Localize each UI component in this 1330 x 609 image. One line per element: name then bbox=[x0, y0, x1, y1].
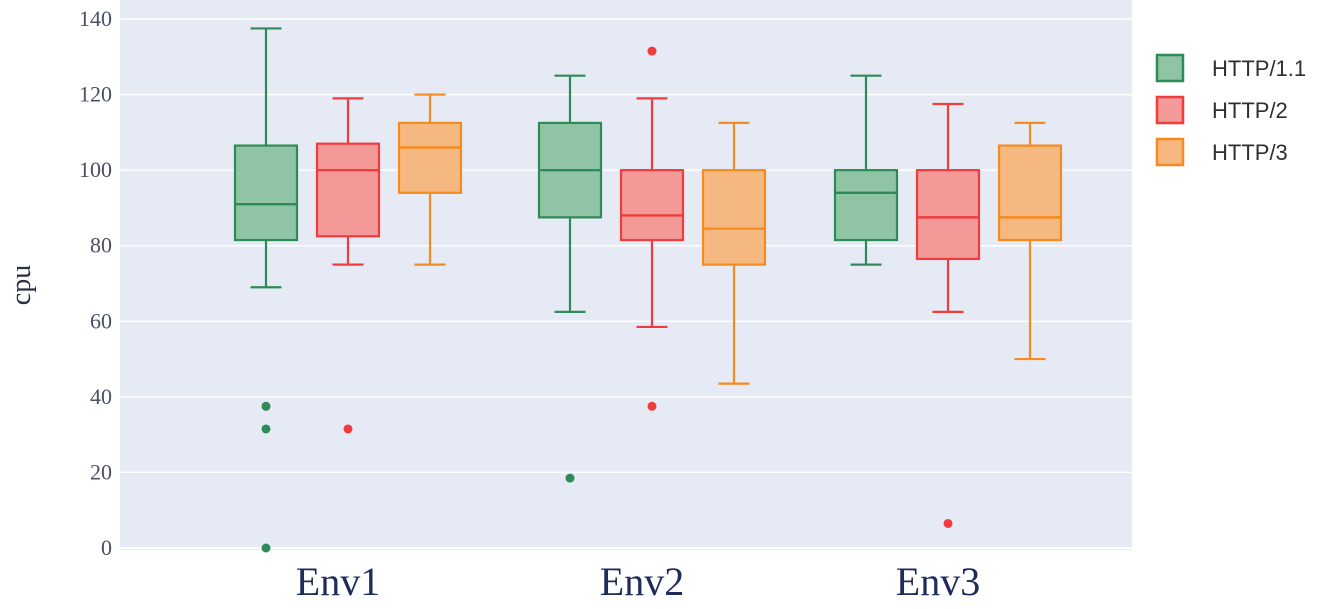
y-tick-label: 0 bbox=[101, 535, 112, 560]
box-http-1-1-env2 bbox=[537, 74, 603, 483]
legend-item-http-2[interactable]: HTTP/2 bbox=[1155, 95, 1288, 125]
box-iqr bbox=[619, 169, 685, 242]
box-iqr bbox=[915, 169, 981, 261]
outlier-point bbox=[647, 401, 657, 411]
outlier-point bbox=[647, 46, 657, 56]
y-tick-label: 40 bbox=[90, 384, 112, 409]
y-tick-label: 60 bbox=[90, 308, 112, 333]
box-http-3-env1 bbox=[397, 93, 463, 266]
plot-background bbox=[120, 0, 1132, 550]
y-tick-label: 100 bbox=[79, 157, 112, 182]
box-http-1-1-env3 bbox=[833, 74, 899, 266]
box-http-2-env2 bbox=[619, 46, 685, 411]
outlier-point bbox=[343, 424, 353, 434]
outlier-point bbox=[943, 518, 953, 528]
box-iqr bbox=[315, 142, 381, 238]
y-axis-title: cpu bbox=[6, 265, 37, 305]
outlier-point bbox=[261, 401, 271, 411]
legend-swatch bbox=[1155, 137, 1185, 167]
y-tick-label: 140 bbox=[79, 6, 112, 31]
box-iqr bbox=[701, 169, 767, 266]
box-iqr bbox=[233, 144, 299, 242]
box-iqr bbox=[397, 121, 463, 194]
category-label-env1: Env1 bbox=[296, 559, 380, 604]
boxes bbox=[233, 27, 1063, 553]
box-iqr bbox=[833, 169, 899, 242]
box-http-3-env2 bbox=[701, 121, 767, 385]
legend[interactable]: HTTP/1.1 HTTP/2 HTTP/3 bbox=[1155, 53, 1306, 167]
category-label-env3: Env3 bbox=[896, 559, 980, 604]
legend-item-http-1-1[interactable]: HTTP/1.1 bbox=[1155, 53, 1306, 83]
y-tick-label: 20 bbox=[90, 459, 112, 484]
box-iqr bbox=[997, 144, 1063, 242]
box-http-2-env3 bbox=[915, 102, 981, 528]
outlier-point bbox=[261, 424, 271, 434]
legend-swatch bbox=[1155, 95, 1185, 125]
box-http-1-1-env1 bbox=[233, 27, 299, 553]
outlier-point bbox=[565, 473, 575, 483]
legend-item-http-3[interactable]: HTTP/3 bbox=[1155, 137, 1288, 167]
outlier-point bbox=[261, 543, 271, 553]
y-tick-label: 120 bbox=[79, 82, 112, 107]
legend-label: HTTP/3 bbox=[1212, 140, 1288, 165]
box-http-3-env3 bbox=[997, 121, 1063, 361]
legend-label: HTTP/1.1 bbox=[1212, 56, 1306, 81]
category-label-env2: Env2 bbox=[600, 559, 684, 604]
box-http-2-env1 bbox=[315, 97, 381, 434]
y-tick-label: 80 bbox=[90, 233, 112, 258]
legend-label: HTTP/2 bbox=[1212, 98, 1288, 123]
x-axis-categories: Env1 Env2 Env3 bbox=[296, 559, 980, 604]
y-axis-ticks: 0 20 40 60 80 100 120 140 bbox=[79, 6, 112, 560]
legend-swatch bbox=[1155, 53, 1185, 83]
